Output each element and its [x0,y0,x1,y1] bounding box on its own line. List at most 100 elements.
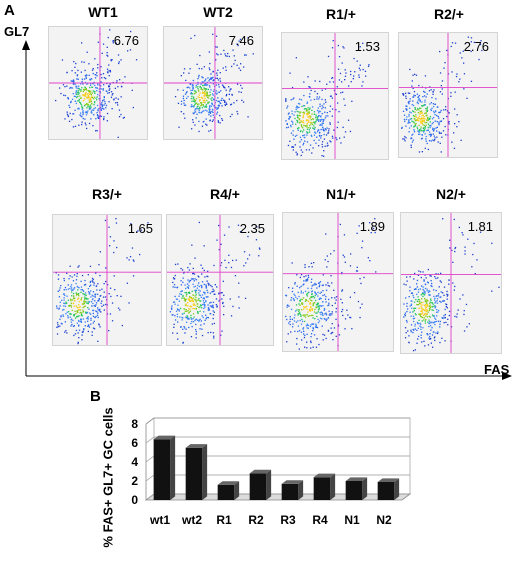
event-dot [97,93,99,96]
event-dot [216,111,219,113]
event-dot [289,72,291,74]
event-dot [439,50,441,53]
event-dot [450,95,452,97]
event-dot [413,115,415,118]
event-dot [205,123,207,125]
event-dot [180,103,183,105]
event-dot [409,68,411,71]
event-dot [462,294,464,296]
event-dot [309,86,311,88]
event-dot [76,311,78,313]
event-dot [303,105,306,107]
event-dot [470,41,472,43]
event-dot [252,53,254,55]
event-dot [292,98,294,100]
event-dot [430,329,432,331]
event-dot [178,300,180,302]
event-dot [217,54,219,56]
event-dot [213,335,215,337]
event-dot [297,127,299,129]
event-dot [287,113,290,115]
event-dot [102,89,104,91]
event-dot [285,98,287,100]
event-dot [314,284,316,286]
event-dot [302,134,304,137]
event-dot [220,264,222,267]
event-dot [444,340,446,342]
event-dot [302,131,304,133]
event-dot [203,269,205,272]
event-dot [211,99,213,102]
event-dot [327,260,329,263]
event-dot [84,299,86,301]
event-dot [318,343,320,346]
event-dot [419,314,421,316]
event-dot [127,50,129,52]
event-dot [412,315,415,317]
event-dot [192,318,194,320]
event-dot [417,128,419,130]
event-dot [407,330,409,332]
event-dot [429,338,431,340]
event-dot [216,92,218,94]
event-dot [356,266,358,268]
event-dot [406,276,408,278]
event-dot [325,319,327,322]
event-dot [70,284,73,286]
event-dot [84,296,86,298]
event-dot [307,327,309,329]
event-dot [187,279,189,281]
event-dot [77,108,79,110]
event-dot [180,284,183,286]
event-dot [82,100,85,102]
event-dot [172,301,175,303]
event-dot [213,105,215,107]
event-dot [318,98,320,100]
bar-top [313,473,336,478]
event-dot [463,310,465,312]
event-dot [328,304,330,306]
event-dot [230,88,232,90]
event-dot [211,110,213,113]
event-dot [414,313,417,315]
event-dot [431,314,434,316]
event-dot [358,225,360,227]
event-dot [429,126,431,129]
event-dot [426,290,428,292]
event-dot [99,326,101,328]
event-dot [213,337,215,339]
event-dot [84,88,86,90]
event-dot [341,271,343,274]
event-dot [324,88,327,90]
event-dot [201,125,204,127]
event-dot [197,319,199,321]
event-dot [205,300,207,302]
event-dot [173,284,176,286]
event-dot [216,305,218,307]
event-dot [189,292,191,294]
event-dot [466,97,468,99]
event-dot [317,115,319,118]
event-dot [184,310,186,312]
panel-a-letter: A [4,2,15,19]
event-dot [297,107,299,109]
event-dot [231,93,233,96]
event-dot [318,307,320,309]
event-dot [307,116,309,118]
event-dot [423,104,425,106]
event-dot [187,266,189,269]
event-dot [292,146,295,148]
event-dot [303,129,305,131]
event-dot [306,294,308,296]
event-dot [89,285,91,287]
event-dot [438,309,440,312]
event-dot [420,323,422,325]
event-dot [307,292,309,294]
event-dot [433,128,436,130]
event-dot [405,118,408,121]
event-dot [408,335,410,337]
event-dot [228,86,230,88]
event-dot [86,97,88,99]
event-dot [108,85,110,87]
event-dot [99,295,101,297]
